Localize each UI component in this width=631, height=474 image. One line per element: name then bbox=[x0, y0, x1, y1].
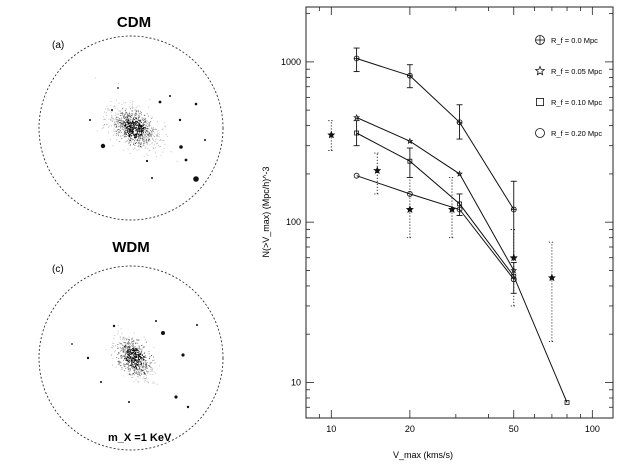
series-2 bbox=[353, 114, 518, 274]
series-4 bbox=[353, 172, 517, 283]
legend-label: R_f = 0.0 Mpc bbox=[551, 36, 598, 45]
x-axis-label: V_max (kms/s) bbox=[393, 450, 453, 460]
data-point bbox=[457, 201, 462, 207]
series-1 bbox=[353, 47, 517, 259]
data-point bbox=[354, 130, 359, 136]
subhalo bbox=[161, 331, 165, 335]
halo-panels: CDM (a) WDM (c) m_X =1 KeV bbox=[38, 14, 224, 451]
data-point bbox=[535, 128, 545, 138]
subhalo bbox=[128, 401, 130, 403]
data-point bbox=[456, 170, 463, 177]
cdm-particle-cloud bbox=[89, 77, 206, 182]
data-point bbox=[353, 172, 360, 179]
legend-item: R_f = 0.20 Mpc bbox=[535, 128, 602, 138]
data-point bbox=[547, 273, 556, 282]
x-tick-label: 10 bbox=[326, 424, 336, 434]
subhalo bbox=[100, 381, 102, 383]
wdm-particle-cloud bbox=[71, 320, 198, 409]
legend-label: R_f = 0.20 Mpc bbox=[551, 129, 602, 138]
cdm-panel: CDM (a) bbox=[38, 14, 224, 221]
data-point bbox=[509, 253, 518, 262]
data-point bbox=[327, 130, 336, 139]
subhalo bbox=[193, 176, 199, 182]
subhalo bbox=[158, 100, 162, 104]
subhalo bbox=[100, 143, 106, 149]
series-3 bbox=[353, 120, 570, 405]
wdm-tag: (c) bbox=[52, 264, 64, 275]
axis-ticks: 10 20 50 100 10 100 1000 bbox=[281, 7, 613, 434]
subhalo bbox=[89, 119, 91, 121]
x-tick-label: 50 bbox=[509, 424, 519, 434]
wdm-boundary-circle bbox=[38, 265, 224, 451]
legend-label: R_f = 0.05 Mpc bbox=[551, 67, 602, 76]
data-point bbox=[406, 191, 413, 197]
legend: R_f = 0.0 Mpc R_f = 0.05 Mpc R_f = 0.10 Mp… bbox=[534, 35, 602, 138]
subhalo bbox=[117, 87, 119, 89]
data-point bbox=[353, 114, 361, 121]
data-point bbox=[534, 65, 546, 76]
y-tick-label: 100 bbox=[286, 217, 301, 227]
wdm-mass-note: m_X =1 KeV bbox=[108, 432, 172, 444]
series-line bbox=[356, 117, 515, 271]
subhalo bbox=[151, 177, 153, 179]
subhalo bbox=[111, 109, 113, 111]
data-point bbox=[405, 205, 414, 213]
y-tick-label: 10 bbox=[291, 377, 301, 387]
y-axis-label: N(>V_max) (Mpc/h)^-3 bbox=[261, 167, 271, 258]
subhalo bbox=[71, 343, 73, 345]
subhalo bbox=[194, 102, 198, 106]
subhalo bbox=[184, 158, 188, 162]
x-tick-label: 20 bbox=[405, 424, 415, 434]
cdm-tag: (a) bbox=[52, 40, 64, 51]
subhalo bbox=[204, 139, 206, 141]
subhalo bbox=[174, 395, 178, 399]
series-layer bbox=[327, 47, 570, 405]
legend-item: R_f = 0.0 Mpc bbox=[535, 35, 598, 45]
plot-frame bbox=[305, 6, 614, 419]
series-5 bbox=[327, 120, 556, 342]
data-point bbox=[448, 205, 456, 213]
data-point bbox=[373, 166, 382, 174]
series-line bbox=[356, 58, 515, 210]
subhalo bbox=[155, 320, 157, 322]
cdm-boundary-circle bbox=[38, 35, 224, 221]
wdm-panel: WDM (c) m_X =1 KeV bbox=[38, 239, 224, 451]
series-line bbox=[356, 175, 515, 280]
subhalo bbox=[186, 405, 190, 409]
subhalo bbox=[112, 324, 116, 328]
subhalo bbox=[181, 353, 185, 357]
cdm-title: CDM bbox=[117, 14, 151, 31]
subhalo bbox=[145, 159, 149, 163]
subhalo bbox=[86, 356, 90, 360]
data-point bbox=[456, 206, 463, 213]
subhalo bbox=[169, 95, 171, 97]
wdm-title: WDM bbox=[112, 239, 150, 256]
data-point bbox=[407, 158, 413, 164]
x-tick-label: 100 bbox=[585, 424, 600, 434]
data-point bbox=[564, 400, 570, 405]
data-point bbox=[535, 98, 544, 107]
legend-item: R_f = 0.05 Mpc bbox=[534, 65, 602, 76]
subhalo bbox=[178, 118, 182, 122]
legend-item: R_f = 0.10 Mpc bbox=[535, 98, 602, 107]
data-point bbox=[406, 137, 414, 145]
subhalo bbox=[196, 324, 198, 326]
legend-label: R_f = 0.10 Mpc bbox=[551, 98, 602, 107]
y-tick-label: 1000 bbox=[281, 57, 301, 67]
subhalo bbox=[179, 145, 183, 149]
